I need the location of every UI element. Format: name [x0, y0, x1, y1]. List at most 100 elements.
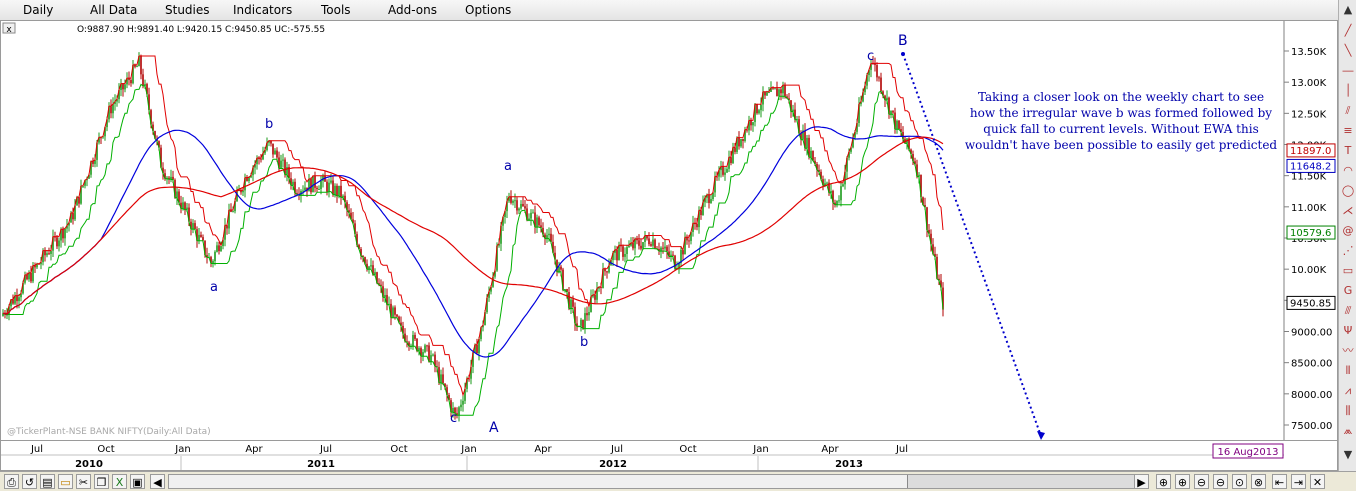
trend-line-icon[interactable]: ╱ [1344, 24, 1352, 37]
chart-area[interactable]: x O:9887.90 H:9891.40 L:9420.15 C:9450.8… [0, 20, 1338, 441]
candle-body [706, 194, 708, 198]
candle-body [712, 192, 714, 200]
candle-body [702, 202, 704, 216]
speed-lines-icon[interactable]: ⫻ [1344, 304, 1352, 317]
price-marker-label: 11648.2 [1290, 161, 1331, 172]
candle-body [256, 157, 258, 165]
time-axis: Jul Oct Jan Apr Jul Oct Jan Apr Jul Oct Jan Apr Jul … [0, 441, 1338, 471]
pitchfork-icon[interactable]: Ψ [1343, 324, 1353, 337]
candle-body [114, 101, 116, 105]
candle-body [844, 171, 846, 185]
candle-body [922, 197, 924, 206]
channel-icon[interactable]: ⫽ [1345, 104, 1351, 117]
toolbar-scroll-up-icon[interactable]: ▲ [1343, 3, 1353, 16]
zoom-fit-icon[interactable]: ⊕ [1156, 474, 1171, 489]
text-tool-icon[interactable]: T [1344, 144, 1352, 157]
gann-grid-icon[interactable]: G [1343, 284, 1353, 297]
scrollbar-thumb[interactable] [907, 475, 1145, 488]
zigzag-icon[interactable]: ⩕ [1343, 424, 1353, 437]
price-marker-box [1286, 225, 1336, 240]
zoom-out-icon[interactable]: ⊖ [1194, 474, 1209, 489]
green-stop-line [2, 83, 944, 416]
menu-item-studies[interactable]: Studies [165, 3, 210, 17]
rectangle-tool-icon[interactable]: ▭ [1342, 264, 1354, 277]
candle-body [886, 97, 888, 101]
menu-item-indicators[interactable]: Indicators [233, 3, 293, 17]
candle-body [338, 185, 340, 196]
regression-icon[interactable]: ⩘ [1344, 384, 1352, 397]
candle-body [442, 374, 444, 384]
scroll-right-icon[interactable]: ▶ [1134, 474, 1149, 489]
fibonacci-icon[interactable]: ≡ [1343, 124, 1353, 137]
ray-line-icon[interactable]: ╲ [1344, 44, 1352, 57]
candle-body [840, 186, 842, 201]
zoom-in-icon[interactable]: ⊕ [1175, 474, 1190, 489]
candle-body [790, 100, 792, 112]
cycle-lines-icon[interactable]: ⫴ [1345, 364, 1351, 377]
candle-body [186, 207, 188, 210]
folder-icon[interactable]: ▭ [58, 474, 73, 489]
month-tick-label: Jul [30, 444, 43, 455]
candle-body [828, 182, 830, 193]
candle-body [750, 120, 752, 126]
vertical-line-icon[interactable]: │ [1344, 84, 1352, 97]
candle-body [704, 197, 706, 203]
candle-body [360, 249, 362, 256]
menu-item-options[interactable]: Options [465, 3, 512, 17]
pan-right-icon[interactable]: ⇥ [1291, 474, 1306, 489]
close-chart-icon[interactable]: ✕ [1310, 474, 1325, 489]
chart-close-box[interactable] [2, 22, 16, 34]
candle-body [644, 235, 646, 243]
candle-body [628, 245, 630, 248]
excel-icon[interactable]: X [112, 474, 127, 489]
candle-body [294, 181, 296, 194]
candle-body [586, 313, 588, 316]
circle-tool-icon[interactable]: ◯ [1341, 184, 1355, 197]
cut-icon[interactable]: ✂ [76, 474, 91, 489]
menu-item-daily[interactable]: Daily [23, 3, 54, 17]
print-icon[interactable]: ⎙ [4, 474, 19, 489]
arc-icon[interactable]: ◠ [1343, 164, 1353, 177]
candle-body [674, 255, 676, 269]
menu-item-add-ons[interactable]: Add-ons [388, 3, 437, 17]
wave-tool-icon[interactable]: 〰 [1342, 344, 1354, 357]
candle-body [148, 94, 150, 111]
zoom-full-icon[interactable]: ⊗ [1251, 474, 1266, 489]
candle-body [804, 130, 806, 149]
candle-body [316, 187, 318, 190]
horizontal-scrollbar[interactable] [168, 474, 1148, 489]
time-zone-icon[interactable]: ⫼ [1345, 404, 1351, 417]
candle-body [274, 150, 276, 155]
candle-body [136, 66, 138, 68]
gann-fan-icon[interactable]: ⋰ [1342, 244, 1354, 257]
copy-icon[interactable]: ❐ [94, 474, 109, 489]
candle-body [474, 344, 476, 353]
zoom-reset-icon[interactable]: ⊖ [1213, 474, 1228, 489]
spiral-icon[interactable]: @ [1342, 224, 1354, 237]
candle-body [584, 313, 586, 329]
toolbar-scroll-down-icon[interactable]: ▼ [1343, 448, 1353, 461]
price-chart[interactable]: x O:9887.90 H:9891.40 L:9420.15 C:9450.8… [1, 21, 1337, 440]
paste-icon[interactable]: ▣ [130, 474, 145, 489]
candle-body [160, 147, 162, 168]
candle-body [540, 225, 542, 228]
candle-body [196, 229, 198, 241]
save-icon[interactable]: ▤ [40, 474, 55, 489]
scroll-left-icon[interactable]: ◀ [150, 474, 165, 489]
candle-body [592, 294, 594, 297]
horizontal-line-icon[interactable]: ― [1342, 64, 1354, 77]
candle-body [190, 221, 192, 230]
candle-body [784, 85, 786, 97]
undo-icon[interactable]: ↺ [22, 474, 37, 489]
candle-body [386, 295, 388, 305]
candle-body [664, 246, 666, 249]
pan-left-icon[interactable]: ⇤ [1272, 474, 1287, 489]
close-icon[interactable]: x [6, 25, 12, 35]
menu-item-all-data[interactable]: All Data [90, 3, 138, 17]
candle-body [718, 170, 720, 177]
zoom-range-icon[interactable]: ⊙ [1232, 474, 1247, 489]
fan-icon[interactable]: ⋌ [1342, 204, 1354, 217]
time-axis-svg: Jul Oct Jan Apr Jul Oct Jan Apr Jul Oct Jan Apr Jul … [1, 443, 1284, 470]
menu-item-tools[interactable]: Tools [321, 3, 351, 17]
candle-body [210, 257, 212, 264]
